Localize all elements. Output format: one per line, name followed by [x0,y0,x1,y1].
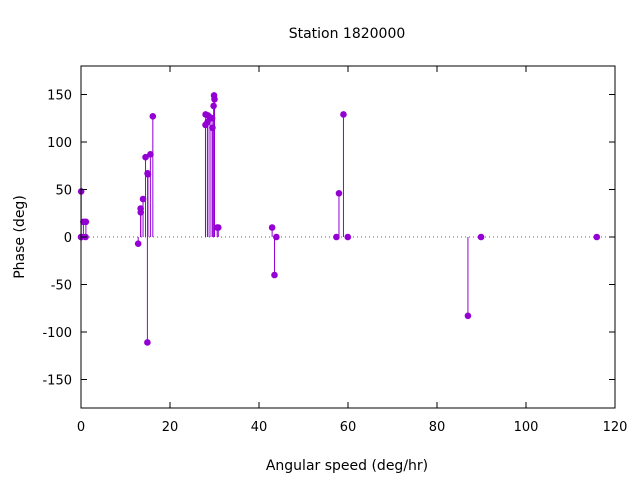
x-tick-label-40: 40 [251,420,268,435]
x-tick-label-100: 100 [514,420,539,435]
x-tick-label-80: 80 [429,420,446,435]
y-tick-label-0: 0 [64,231,72,246]
data-point-32 [335,190,343,197]
axis-ticks: 0 20 40 60 80 100 120 -150 -100 -50 0 50 100 150 [42,66,627,435]
data-point-9 [139,195,147,203]
data-point-37 [593,233,601,241]
data-point-10 [142,153,149,161]
y-tick-label-50: 50 [55,184,72,199]
data-point-13 [144,171,152,178]
data-point-27 [214,224,222,231]
data-point-15 [149,113,157,120]
data-point-5 [82,218,90,226]
data-point-33 [340,111,347,118]
x-tick-label-120: 120 [603,420,628,435]
y-tick-label--100: -100 [42,326,72,341]
data-point-36 [477,233,485,241]
data-point-35 [464,312,472,320]
data-point-8 [137,209,145,216]
data-point-25 [211,95,218,103]
data-point-34 [344,233,352,241]
data-point-6 [134,240,142,247]
chart-title: Station 1820000 [289,26,406,42]
data-point-31 [333,233,340,241]
data-point-29 [271,271,278,279]
data-point-28 [268,224,276,231]
data-point-14 [147,151,154,158]
x-tick-label-20: 20 [162,420,179,435]
x-axis-title: Angular speed (deg/hr) [266,458,428,474]
data-point-30 [273,233,280,241]
x-tick-label-60: 60 [340,420,357,435]
y-tick-label--50: -50 [51,279,72,294]
data-point-12 [144,339,151,346]
x-tick-label-0: 0 [77,420,85,435]
y-axis-title: Phase (deg) [12,195,28,279]
y-tick-label--150: -150 [42,374,72,389]
y-tick-label-100: 100 [47,136,72,151]
y-tick-label-150: 150 [47,89,72,104]
